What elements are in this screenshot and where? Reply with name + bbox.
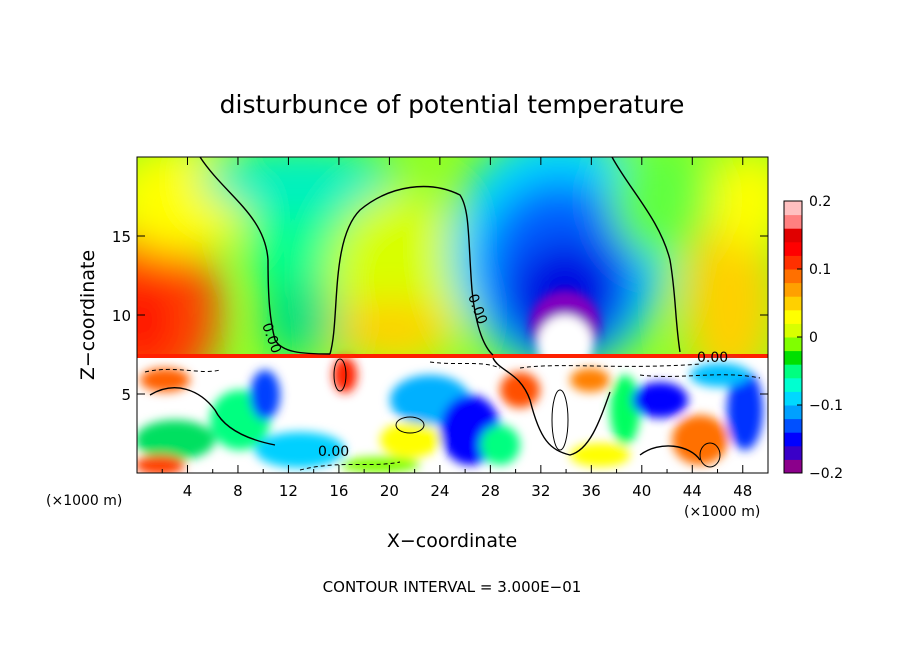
- colorbar-segment: [784, 323, 802, 338]
- colorbar-tick-label: 0.2: [809, 194, 831, 210]
- x-tick-label: 24: [430, 482, 449, 500]
- x-axis-unit-left: (×1000 m): [46, 493, 122, 509]
- colorbar-segment: [784, 350, 802, 365]
- colorbar-segment: [784, 228, 802, 243]
- colorbar-segment: [784, 364, 802, 379]
- colorbar-segment: [784, 269, 802, 284]
- x-tick-label: 44: [683, 482, 702, 500]
- y-tick-label: 10: [112, 307, 131, 325]
- colorbar-tick-label: 0: [809, 330, 818, 346]
- x-tick-label: 4: [183, 482, 193, 500]
- colorbar-segment: [784, 432, 802, 447]
- x-tick-label: 20: [380, 482, 399, 500]
- colorbar-segment: [784, 255, 802, 270]
- plot-area: [137, 157, 768, 473]
- x-tick-label: 28: [481, 482, 500, 500]
- x-tick-label: 40: [632, 482, 651, 500]
- x-axis-unit-right: (×1000 m): [684, 504, 760, 520]
- colorbar-segment: [784, 459, 802, 474]
- colorbar-segment: [784, 201, 802, 216]
- colorbar-segment: [784, 309, 802, 324]
- y-tick-label: 5: [121, 386, 131, 404]
- contour-label: 0.00: [697, 350, 728, 366]
- colorbar-segment: [784, 214, 802, 229]
- colorbar-segment: [784, 282, 802, 297]
- colorbar-segment: [784, 418, 802, 433]
- contour-label: 0.00: [318, 444, 349, 460]
- colorbar-segment: [784, 445, 802, 460]
- colorbar-tick-label: 0.1: [809, 262, 831, 278]
- x-axis-label: X−coordinate: [387, 530, 517, 552]
- colorbar: [784, 201, 802, 474]
- chart-title: disturbunce of potential temperature: [220, 90, 685, 119]
- y-axis-label: Z−coordinate: [77, 250, 99, 380]
- x-tick-label: 12: [279, 482, 298, 500]
- x-tick-label: 16: [329, 482, 348, 500]
- colorbar-segment: [784, 241, 802, 256]
- colorbar-segment: [784, 377, 802, 392]
- colorbar-segment: [784, 296, 802, 311]
- colorbar-segment: [784, 405, 802, 420]
- colorbar-segment: [784, 337, 802, 352]
- contour-interval-footer: CONTOUR INTERVAL = 3.000E−01: [323, 578, 582, 596]
- colorbar-ticks: 0.2 0.1 0 −0.1 −0.2: [797, 194, 843, 482]
- colorbar-segment: [784, 391, 802, 406]
- x-tick-label: 48: [733, 482, 752, 500]
- x-tick-label: 8: [233, 482, 243, 500]
- colorbar-tick-label: −0.1: [809, 398, 843, 414]
- y-axis: 5 10 15: [112, 228, 768, 404]
- x-tick-label: 32: [531, 482, 550, 500]
- y-tick-label: 15: [112, 228, 131, 246]
- colorbar-tick-label: −0.2: [809, 466, 843, 482]
- x-axis: 4 8 12 16 20 24 28 32 36 40 44 48: [161, 157, 752, 500]
- x-tick-label: 36: [582, 482, 601, 500]
